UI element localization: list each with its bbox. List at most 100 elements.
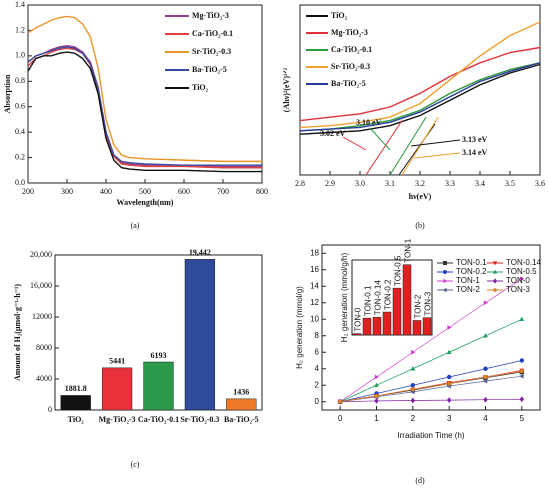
marker xyxy=(520,276,525,282)
y-tick-label: 0.8 xyxy=(15,76,25,85)
y-tick-label: 1.0 xyxy=(15,51,25,60)
x-tick-label: 800 xyxy=(256,187,268,196)
x-tick-label: 3.6 xyxy=(535,179,545,188)
legend-label: TON-1 xyxy=(456,276,480,285)
series-line xyxy=(339,278,523,403)
y-tick-label: 8000 xyxy=(36,343,52,352)
y-tick-label: 14 xyxy=(310,281,319,290)
x-tick-label: 3.4 xyxy=(475,179,485,188)
plot-frame xyxy=(351,259,433,336)
y-tick-label: 16,000 xyxy=(30,281,52,290)
x-tick-label: 500 xyxy=(139,187,151,196)
y-tick-label: 16 xyxy=(310,265,319,274)
x-tick-label: 3.3 xyxy=(445,179,455,188)
annotation: 3.10 eV xyxy=(356,118,382,127)
x-tick-label: TON-1 xyxy=(404,238,413,262)
y-tick-label: 0.2 xyxy=(15,152,25,161)
marker xyxy=(337,399,343,404)
marker xyxy=(446,374,452,380)
marker xyxy=(519,358,525,363)
x-tick-label: 2 xyxy=(411,414,416,423)
panel: 200 300 400 500 600 700 800 0.0 0.2 0.4 0.6 0.8 1.0 1… xyxy=(3,0,268,207)
x-tick-label: 400 xyxy=(100,187,112,196)
y-tick-label: 1.2 xyxy=(15,25,25,34)
marker xyxy=(483,300,489,306)
y-tick-label: 0 xyxy=(48,405,52,414)
panel: 0 4000 8000 12000 16,000 20,000 Amount of H₂(μ… xyxy=(13,248,263,424)
annotation-arrow xyxy=(410,139,461,147)
legend-label: Sr-TiO₂-0.3 xyxy=(192,47,231,56)
series-line xyxy=(340,375,522,403)
marker xyxy=(374,374,380,380)
series-line xyxy=(27,15,262,163)
x-axis-label: Irradiation Time (h) xyxy=(397,431,464,440)
x-tick-label: TON-0.5 xyxy=(394,255,403,286)
y-axis-label: Absorption xyxy=(3,74,12,113)
y-axis-label: (Ahν)²(eV)¹ᐟ² xyxy=(282,67,291,112)
y-tick-label: 12000 xyxy=(32,312,52,321)
bar xyxy=(101,367,133,411)
bar xyxy=(352,333,362,336)
x-tick-label: 200 xyxy=(22,187,34,196)
bar xyxy=(412,320,422,336)
y-tick-label: 0 xyxy=(315,397,320,406)
series-line xyxy=(299,21,541,129)
bar xyxy=(184,259,216,411)
y-axis-label: H₂ generation (mmol/g/h) xyxy=(340,252,349,342)
y-tick-label: 18 xyxy=(310,248,319,257)
marker xyxy=(483,333,488,338)
bar xyxy=(372,316,382,336)
y-tick-label: 4 xyxy=(315,364,320,373)
x-axis-label: Wavelength(nm) xyxy=(117,198,174,207)
x-tick-label: TON-0.14 xyxy=(374,280,383,316)
x-tick-label: 5 xyxy=(520,414,525,423)
marker xyxy=(410,387,416,392)
x-axis-label: hν(eV) xyxy=(409,192,432,201)
x-tick-label: 3.1 xyxy=(385,179,395,188)
x-tick-label: TON-3 xyxy=(424,291,433,315)
legend-label: Ba-TiO₂-5 xyxy=(192,65,227,74)
legend-label: Mg-TiO₂-3 xyxy=(192,11,229,20)
annotation-arrow xyxy=(369,127,391,151)
y-tick-label: 0.0 xyxy=(15,178,25,187)
marker xyxy=(410,397,416,404)
value-label: 1881.8 xyxy=(65,384,87,393)
series-line xyxy=(299,46,541,122)
marker xyxy=(446,349,452,355)
series-line xyxy=(27,46,262,166)
marker xyxy=(411,349,416,355)
panel-caption: (b) xyxy=(415,221,425,230)
panel: 2.8 2.9 3.0 3.1 3.2 3.3 3.4 3.5 3.6 hν(eV) (Ahν)²(… xyxy=(282,4,545,201)
legend-label: TON-3 xyxy=(506,285,530,294)
x-tick-label: Sr-TiO₂-0.3 xyxy=(180,415,219,424)
bar xyxy=(392,287,402,336)
legend-label: TON-0.1 xyxy=(456,258,487,267)
bar xyxy=(362,317,372,336)
value-label: 6193 xyxy=(151,351,167,360)
marker xyxy=(374,394,379,398)
bar xyxy=(143,361,174,411)
x-tick-label: 3.5 xyxy=(505,179,515,188)
y-tick-label: 20,000 xyxy=(30,250,52,259)
marker xyxy=(519,373,524,379)
tangent-line xyxy=(389,116,427,176)
legend-label: TON-0.5 xyxy=(506,267,537,276)
y-tick-label: 0.6 xyxy=(15,102,25,111)
x-tick-label: 4 xyxy=(483,414,488,423)
marker xyxy=(483,366,488,371)
x-tick-label: 700 xyxy=(217,187,229,196)
panel-caption: (a) xyxy=(131,221,140,230)
legend-label: Mg-TiO₂-3 xyxy=(331,28,368,37)
series-line xyxy=(299,63,541,135)
x-tick-label: TON-0 xyxy=(354,307,363,331)
x-tick-label: 0 xyxy=(338,414,343,423)
marker xyxy=(374,382,379,388)
annotation: 3.02 eV xyxy=(320,129,346,138)
bar xyxy=(382,311,392,336)
marker xyxy=(519,369,525,374)
y-tick-label: 8 xyxy=(315,331,320,340)
bar xyxy=(402,264,412,336)
series-line xyxy=(340,318,522,403)
